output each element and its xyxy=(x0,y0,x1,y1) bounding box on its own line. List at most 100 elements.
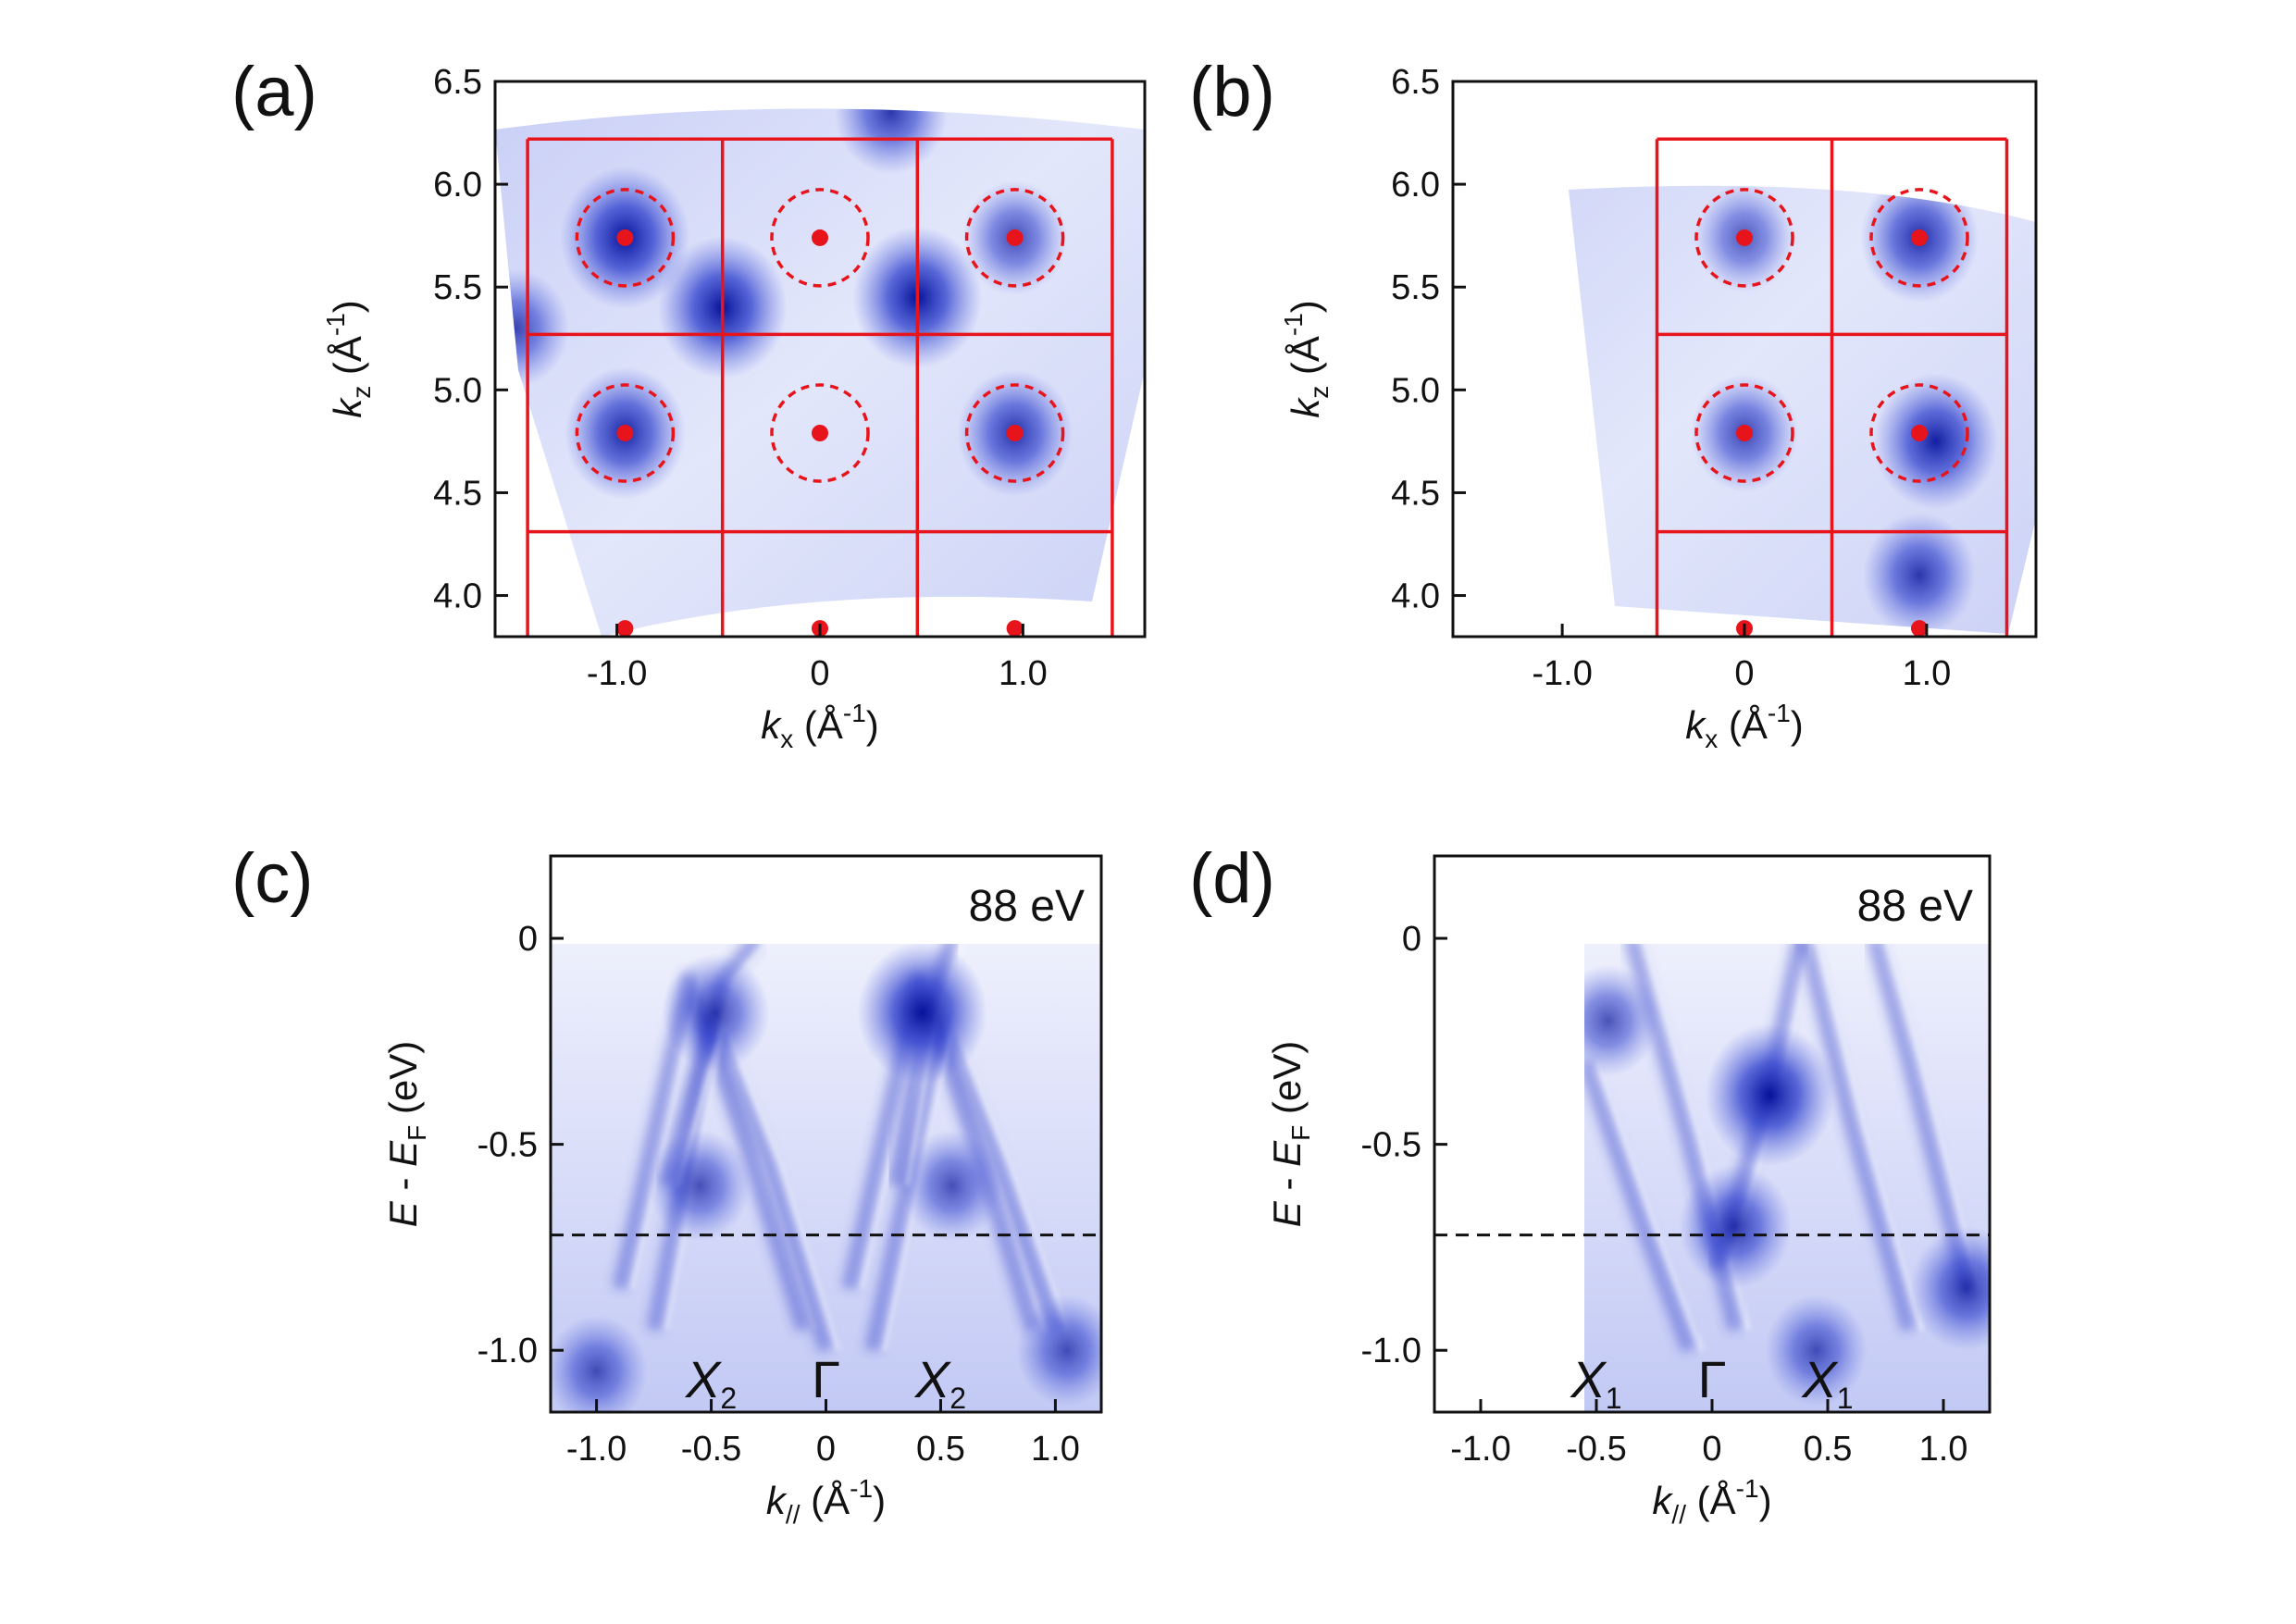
y-axis-label-close: ) xyxy=(326,300,369,313)
gamma-point xyxy=(1006,229,1024,246)
dashed-circle xyxy=(575,188,676,288)
y-axis-label: E - EF (eV) xyxy=(1265,1041,1315,1227)
symmetry-point-sub: 2 xyxy=(720,1382,737,1415)
gamma-point xyxy=(1006,425,1024,441)
heatmap xyxy=(1569,185,2036,635)
symmetry-point-main: X xyxy=(913,1350,952,1408)
x-axis-label-close: ) xyxy=(1759,1479,1772,1522)
y-axis: 0 -0.5 -1.0 xyxy=(478,920,564,1370)
y-axis-label-unit: (Å xyxy=(1284,336,1327,386)
dashed-circle xyxy=(770,383,870,483)
x-axis-label-close: ) xyxy=(866,703,879,747)
symmetry-point-label: X2 xyxy=(684,1350,737,1415)
photon-energy-label: 88 eV xyxy=(969,882,1085,931)
symmetry-point-label: Γ xyxy=(1698,1350,1727,1408)
x-tick-label: 0 xyxy=(1702,1430,1721,1469)
heatmap xyxy=(1584,944,1990,1412)
panel-a: (a)-1.0 0 1.04.04.55.05.56.06.5kx (Å-1)kz … xyxy=(231,53,1147,753)
y-axis-label-exp: -1 xyxy=(321,313,350,336)
gamma-point xyxy=(1736,425,1753,441)
gamma-point xyxy=(1006,620,1024,638)
y-axis-label-unit: (eV) xyxy=(1265,1041,1309,1125)
x-tick-label: 0.5 xyxy=(1804,1430,1853,1469)
y-axis-label-sub: F xyxy=(403,1125,431,1141)
band-line xyxy=(1868,944,1974,1291)
symmetry-point-main: X xyxy=(1800,1350,1839,1408)
panel-label: (c) xyxy=(231,839,314,918)
brillouin-zone-grid xyxy=(1655,137,2009,638)
gamma-point xyxy=(1911,620,1928,638)
band-highlight xyxy=(1886,944,1982,1290)
intensity-spot xyxy=(1863,513,1976,635)
dashed-circle xyxy=(1869,383,1969,483)
intensity-spot xyxy=(834,108,948,175)
y-axis-label-unit: (eV) xyxy=(381,1041,425,1125)
x-axis-label: k// (Å-1) xyxy=(1652,1474,1771,1529)
dashed-circle xyxy=(964,188,1065,288)
y-tick-label: 6.5 xyxy=(1391,63,1440,102)
x-axis: -1.0 -0.5 0 0.5 1.0 xyxy=(1450,1399,1967,1469)
x-axis-label-close: ) xyxy=(1791,703,1804,747)
heatmap xyxy=(551,944,1101,1412)
y-axis-label-mid: - xyxy=(1265,1167,1309,1201)
y-tick-label: 5.5 xyxy=(1391,268,1440,307)
y-axis-label-main: E xyxy=(381,1200,425,1227)
panel-label: (a) xyxy=(231,53,317,131)
x-axis-label-unit: (Å xyxy=(793,703,843,747)
gamma-point xyxy=(1911,425,1928,441)
symmetry-point-main: X xyxy=(1569,1350,1607,1408)
x-tick-label: -1.0 xyxy=(566,1430,627,1469)
y-axis-label-exp: -1 xyxy=(1279,313,1308,336)
y-tick-label: 4.0 xyxy=(1391,577,1440,616)
y-tick-label: -1.0 xyxy=(478,1332,538,1370)
x-axis-label-exp: -1 xyxy=(850,1474,873,1503)
band-highlight xyxy=(1816,944,1924,1331)
intensity-spot xyxy=(1765,1294,1868,1407)
y-tick-label: 0 xyxy=(1402,920,1421,959)
panel-label: (b) xyxy=(1189,53,1275,131)
symmetry-point-label: X2 xyxy=(913,1350,966,1415)
y-axis: 4.0 4.5 5.0 5.5 6.0 6.5 xyxy=(433,63,508,616)
brillouin-zone-grid xyxy=(526,137,1114,638)
x-tick-label: -1.0 xyxy=(1532,654,1592,693)
y-axis-label: kz (Å-1) xyxy=(1279,300,1334,418)
dashed-circle xyxy=(964,383,1065,483)
dashed-circle xyxy=(1869,188,1969,288)
x-tick-label: -0.5 xyxy=(681,1430,741,1469)
x-axis: -1.0 -0.5 0 0.5 1.0 xyxy=(566,1399,1080,1469)
x-axis-label-unit: (Å xyxy=(1718,703,1768,747)
x-axis-label-unit: (Å xyxy=(800,1479,850,1522)
y-axis-label-main2: E xyxy=(381,1140,425,1167)
x-axis-label: kx (Å-1) xyxy=(1685,699,1804,753)
y-tick-label: 0 xyxy=(518,920,538,959)
x-axis-label-sub: // xyxy=(786,1500,800,1529)
symmetry-point-sub: 1 xyxy=(1606,1382,1622,1415)
x-tick-label: 1.0 xyxy=(1919,1430,1968,1469)
intensity-spot xyxy=(1910,1226,1990,1351)
intensity-spot xyxy=(1873,373,1998,510)
y-axis-label-main: k xyxy=(326,397,369,418)
intensity-spot xyxy=(662,953,770,1072)
intensity-spot xyxy=(900,1129,1003,1242)
y-axis-label-sub: z xyxy=(1305,386,1334,399)
y-axis: 4.0 4.5 5.0 5.5 6.0 6.5 xyxy=(1391,63,1466,616)
intensity-spot xyxy=(1015,1294,1101,1407)
x-tick-label: -0.5 xyxy=(1566,1430,1626,1469)
x-axis-label-exp: -1 xyxy=(843,699,866,727)
x-axis-label: kx (Å-1) xyxy=(761,699,879,753)
gamma-point xyxy=(812,229,828,246)
x-tick-label: -1.0 xyxy=(1450,1430,1510,1469)
gamma-point xyxy=(1911,229,1928,246)
panel-c: (c) -1.0 -0.5 0 0.5 1.0 0 -0.5 -1.0 k// (Å-1) E - … xyxy=(231,839,1103,1529)
x-axis-label-main: k xyxy=(766,1479,788,1522)
x-axis-label: k// (Å-1) xyxy=(766,1474,886,1529)
y-tick-label: 6.0 xyxy=(1391,166,1440,205)
x-tick-label: 1.0 xyxy=(1031,1430,1080,1469)
y-tick-label: 4.0 xyxy=(433,577,482,616)
y-axis: 0 -0.5 -1.0 xyxy=(1361,920,1447,1370)
dashed-circle xyxy=(1694,188,1794,288)
intensity-spot xyxy=(1679,1164,1792,1289)
panel-label: (d) xyxy=(1189,839,1275,918)
x-tick-label: 1.0 xyxy=(999,654,1048,693)
panel-b: (b)-1.0 0 1.04.04.55.05.56.06.5kx (Å-1)kz … xyxy=(1189,53,2038,753)
